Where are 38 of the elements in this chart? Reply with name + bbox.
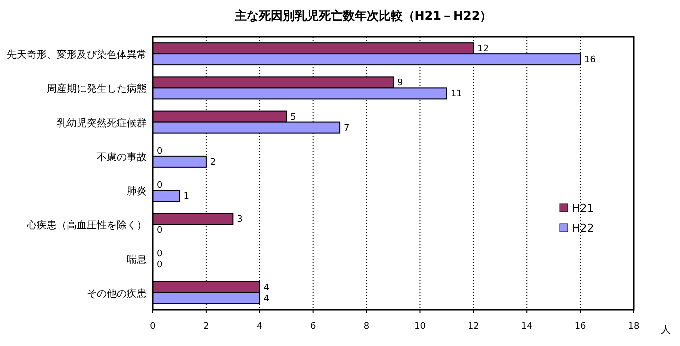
y-tick-label: 乳幼児突然死症候群	[57, 117, 147, 130]
x-tick-label: 0	[150, 322, 156, 332]
x-tick-label: 12	[468, 322, 480, 332]
data-label: 3	[237, 215, 243, 226]
chart-title: 主な死因別乳児死亡数年次比較（H21－H22）	[234, 9, 492, 23]
y-tick-label: その他の疾患	[87, 288, 147, 300]
legend-label: H21	[572, 202, 594, 215]
data-label: 0	[157, 226, 163, 236]
data-label: 0	[157, 260, 163, 270]
y-tick-label: 心疾患（高血圧性を除く）	[26, 220, 147, 232]
x-tick-label: 16	[574, 322, 587, 332]
y-tick-label: 喘息	[127, 254, 147, 266]
y-tick-label: 肺炎	[127, 186, 147, 198]
x-tick-label: 18	[628, 322, 640, 332]
data-label: 2	[210, 158, 216, 168]
data-label: 9	[398, 78, 404, 89]
x-tick-label: 4	[257, 322, 264, 332]
x-tick-label: 8	[364, 322, 370, 332]
data-label: 1	[184, 192, 190, 202]
x-tick-label: 6	[310, 322, 316, 332]
x-tick-label: 14	[521, 322, 534, 332]
y-tick-label: 不慮の事故	[97, 151, 147, 164]
data-label: 0	[157, 181, 163, 192]
data-label: 11	[450, 90, 462, 100]
data-label: 4	[264, 294, 270, 304]
legend-label: H22	[572, 222, 594, 235]
data-label: 4	[264, 283, 270, 294]
data-label: 7	[344, 124, 350, 134]
data-label: 0	[157, 249, 163, 260]
x-tick-label: 10	[414, 322, 426, 332]
data-label: 12	[478, 44, 490, 55]
x-tick-label: 2	[204, 322, 210, 332]
data-label: 0	[157, 146, 163, 157]
data-label: 16	[584, 56, 596, 66]
y-tick-label: 先天奇形、変形及び染色体異常	[7, 49, 147, 62]
y-tick-label: 周産期に発生した病態	[47, 83, 147, 96]
data-label: 5	[290, 112, 296, 123]
x-axis-title: 人	[661, 325, 671, 336]
